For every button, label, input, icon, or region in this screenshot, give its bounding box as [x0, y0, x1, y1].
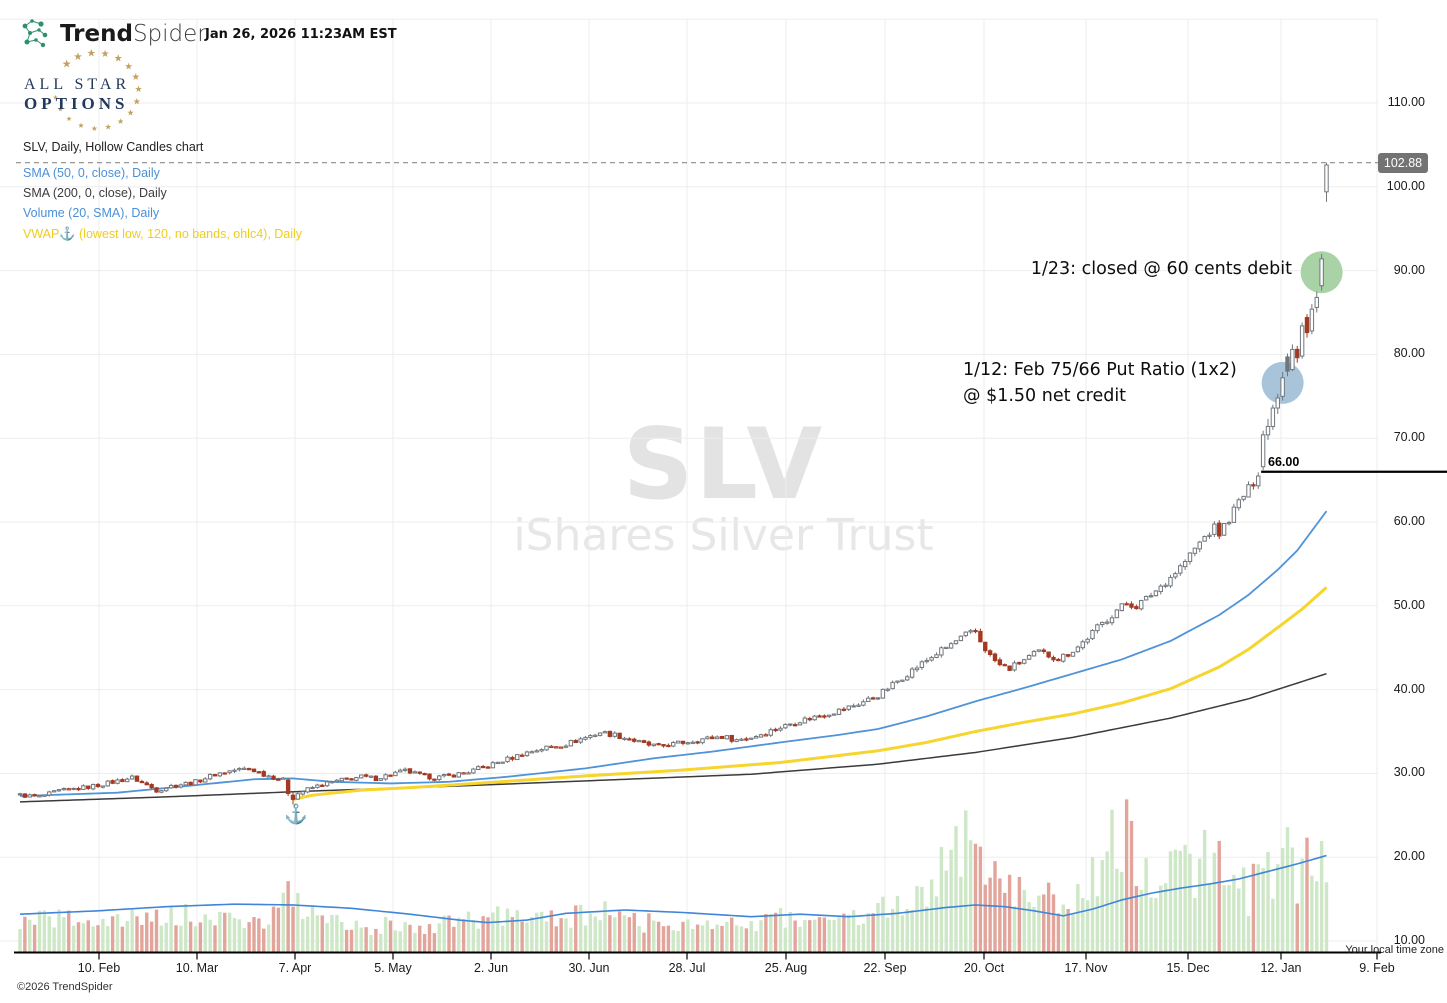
star-icon: ★	[73, 51, 83, 63]
star-icon: ★	[105, 122, 112, 131]
annotation-put-ratio-line2: @ $1.50 net credit	[963, 386, 1127, 406]
logo-bold: Trend	[60, 21, 133, 47]
timezone-note[interactable]: Your local time zone	[1345, 944, 1444, 956]
time-axis-label: 28. Jul	[668, 961, 706, 975]
copyright-text: ©2026 TrendSpider	[17, 981, 113, 993]
legend-vwap-name: VWAP	[23, 227, 60, 241]
app-logo[interactable]: TrendSpider	[18, 16, 207, 52]
annotation-closed-trade[interactable]: 1/23: closed @ 60 cents debit	[1030, 259, 1292, 279]
legend-vwap-params: (lowest low, 120, no bands, ohlc4), Dail…	[75, 227, 303, 241]
time-axis-label: 10. Mar	[175, 961, 219, 975]
star-icon: ★	[101, 49, 110, 60]
price-axis-label: 10.00	[1393, 933, 1425, 947]
price-axis-label: 110.00	[1387, 95, 1425, 109]
annotation-put-ratio-line1: 1/12: Feb 75/66 Put Ratio (1x2)	[963, 360, 1237, 380]
star-icon: ★	[91, 124, 98, 133]
legend-sma50[interactable]: SMA (50, 0, close), Daily	[23, 166, 160, 180]
star-icon: ★	[132, 72, 140, 82]
all-star-options-logo: ★ ★ ★ ★ ★ ★ ★ ★ ★ ★ ★ ★ ★ ★ ★ ★ ★ ALL STAR OPTIONS	[10, 48, 195, 143]
time-axis-label: 17. Nov	[1064, 961, 1108, 975]
star-icon: ★	[117, 117, 124, 126]
price-axis-label: 100.00	[1386, 178, 1425, 193]
star-icon: ★	[134, 84, 142, 94]
time-axis-label: 30. Jun	[568, 961, 610, 975]
price-axis-label: 30.00	[1393, 765, 1425, 780]
time-axis-label: 2. Jun	[473, 961, 509, 975]
time-axis-label: 5. May	[374, 961, 412, 975]
legend-sma200[interactable]: SMA (200, 0, close), Daily	[23, 186, 167, 200]
time-axis-label: 22. Sep	[863, 961, 907, 975]
star-icon: ★	[87, 49, 96, 60]
time-axis-label: 10. Feb	[77, 961, 121, 975]
star-icon: ★	[133, 96, 141, 106]
time-axis-label: 7. Apr	[278, 961, 312, 975]
last-price-badge: 102.88	[1378, 152, 1428, 173]
time-axis-label: 12. Jan	[1260, 961, 1302, 975]
legend-volume[interactable]: Volume (20, SMA), Daily	[23, 206, 160, 220]
time-axis-label: 9. Feb	[1359, 961, 1395, 975]
time-axis-label: 15. Dec	[1166, 961, 1210, 975]
branding-line2: OPTIONS	[24, 94, 129, 113]
price-axis-label: 40.00	[1393, 681, 1425, 696]
star-icon: ★	[114, 53, 123, 64]
price-axis-label: 50.00	[1393, 597, 1425, 612]
star-icon: ★	[124, 61, 133, 72]
legend-vwap[interactable]: VWAP⚓ (lowest low, 120, no bands, ohlc4)…	[23, 226, 302, 242]
chart-title: SLV, Daily, Hollow Candles chart	[23, 140, 204, 154]
star-icon: ★	[62, 59, 72, 71]
vwap-anchor-icon: ⚓	[284, 802, 308, 825]
anchor-icon: ⚓	[59, 226, 76, 241]
price-axis-label: 80.00	[1393, 346, 1425, 361]
time-axis-label: 20. Oct	[963, 961, 1005, 975]
app-title: TrendSpider	[60, 21, 207, 47]
price-axis-label: 20.00	[1393, 849, 1425, 864]
logo-light: Spider	[132, 21, 207, 47]
star-icon: ★	[78, 121, 85, 130]
chart-timestamp: Jan 26, 2026 11:23AM EST	[205, 27, 397, 42]
annotation-put-ratio[interactable]: 1/12: Feb 75/66 Put Ratio (1x2) @ $1.50 …	[963, 357, 1237, 409]
star-icon: ★	[66, 115, 72, 123]
time-axis-label: 25. Aug	[764, 961, 808, 975]
price-axis-label: 90.00	[1393, 262, 1425, 277]
price-axis-label: 60.00	[1393, 514, 1425, 528]
branding-line1: ALL STAR	[24, 76, 131, 93]
support-price-label: 66.00	[1268, 454, 1300, 469]
trendspider-logo-icon	[22, 19, 48, 48]
price-axis-label: 70.00	[1393, 430, 1425, 445]
